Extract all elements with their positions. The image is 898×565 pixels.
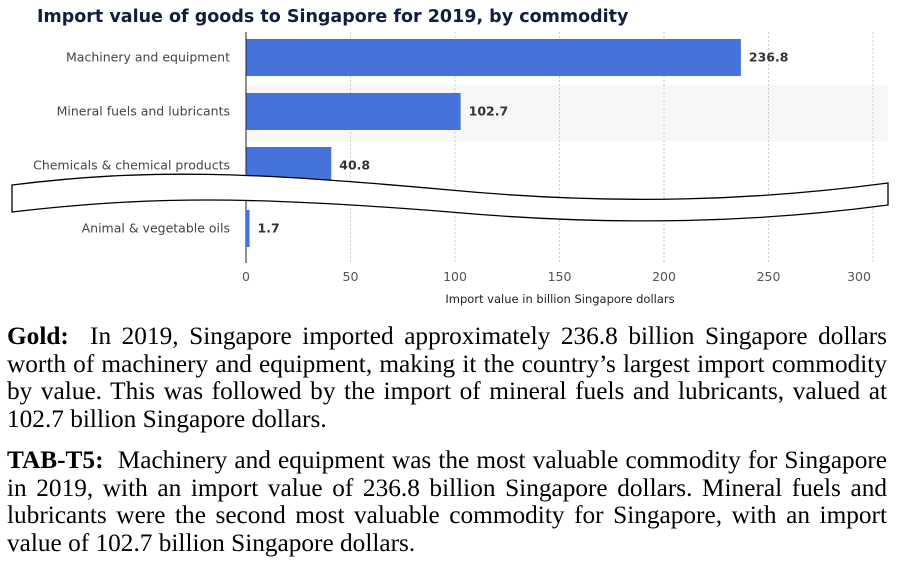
category-label: Animal & vegetable oils [82, 221, 230, 236]
data-label: 40.8 [339, 158, 370, 173]
x-axis-label: Import value in billion Singapore dollar… [445, 292, 674, 306]
category-label: Chemicals & chemical products [33, 158, 230, 173]
bar-chart: Import value of goods to Singapore for 2… [11, 7, 889, 306]
x-tick-label: 200 [652, 269, 676, 284]
axis-break-marker [11, 173, 889, 222]
caption-label: TAB-T5: [7, 446, 104, 474]
x-tick-label: 250 [757, 269, 781, 284]
x-tick-label: 50 [343, 269, 359, 284]
caption-tab-t5: TAB-T5: Machinery and equipment was the … [7, 446, 887, 557]
data-label: 236.8 [749, 50, 789, 65]
category-label: Machinery and equipment [66, 50, 230, 65]
bar [246, 39, 741, 76]
caption-gold: Gold: In 2019, Singapore imported approx… [7, 322, 887, 433]
caption-text: In 2019, Singapore imported approximatel… [7, 322, 887, 433]
x-tick-label: 300 [847, 269, 871, 284]
x-tick-label: 0 [242, 269, 250, 284]
chart-title: Import value of goods to Singapore for 2… [37, 7, 629, 27]
x-tick-label: 100 [443, 269, 467, 284]
data-label: 102.7 [469, 104, 509, 119]
data-label: 1.7 [258, 221, 280, 236]
bar [246, 93, 461, 130]
caption-text: Machinery and equipment was the most val… [7, 446, 887, 557]
category-label: Mineral fuels and lubricants [57, 104, 230, 119]
x-tick-label: 150 [548, 269, 572, 284]
caption-label: Gold: [7, 322, 69, 350]
bar [246, 210, 250, 247]
